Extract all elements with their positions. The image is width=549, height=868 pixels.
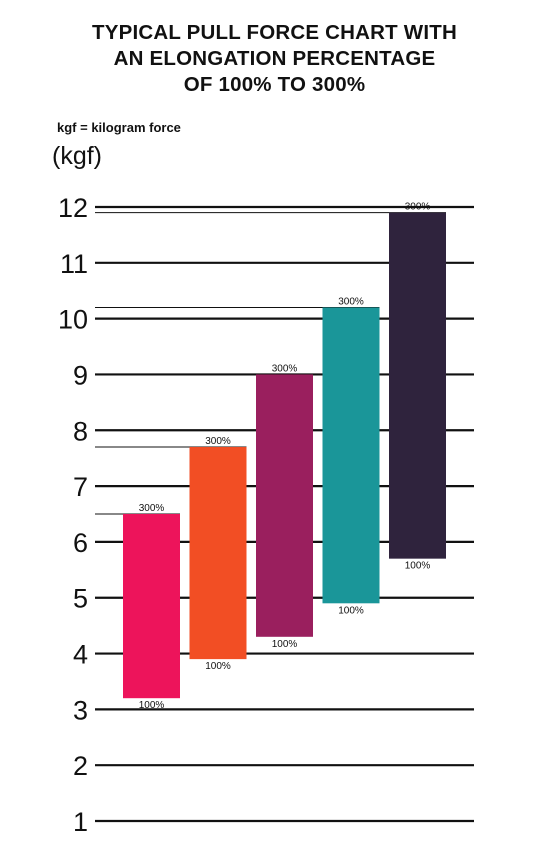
bar-4-high-label: 300% [338,296,364,307]
bar-3 [256,374,313,637]
y-tick-label-1: 1 [73,807,88,837]
bar-5-low-label: 100% [405,561,431,572]
bar-5-high-label: 300% [405,202,431,213]
y-tick-label-11: 11 [60,249,88,279]
data-labels: 300% 100% 300% 100% 300% 100% 300% 100% 300% 100% [139,202,431,712]
chart-title-line-1: TYPICAL PULL FORCE CHART WITH [92,21,457,44]
y-tick-label-3: 3 [73,695,88,725]
y-tick-label-6: 6 [73,528,88,558]
chart-title: TYPICAL PULL FORCE CHART WITH AN ELONGAT… [0,20,549,98]
y-axis-unit-label: (kgf) [52,142,102,170]
bar-2-low-label: 100% [205,661,231,672]
chart-title-line-3: OF 100% TO 300% [183,73,366,96]
bar-3-high-label: 300% [272,363,298,374]
unit-note: kgf = kilogram force [57,120,181,135]
bar-4 [322,307,380,604]
bars [123,212,446,699]
y-tick-label-5: 5 [73,584,88,614]
bar-1-high-label: 300% [139,503,165,514]
bar-1-low-label: 100% [139,700,165,711]
y-tick-label-8: 8 [73,416,88,446]
y-tick-label-4: 4 [73,640,88,670]
bar-2 [189,447,247,660]
y-tick-label-9: 9 [73,360,88,390]
bar-4-low-label: 100% [338,605,364,616]
bar-3-low-label: 100% [272,639,298,650]
chart-title-line-2: AN ELONGATION PERCENTAGE [113,47,436,70]
y-tick-label-12: 12 [58,193,88,223]
y-tick-label-10: 10 [58,305,88,335]
y-tick-label-2: 2 [73,751,88,781]
bar-2-high-label: 300% [205,436,231,447]
bar-5 [389,212,446,559]
bar-1 [123,514,180,699]
y-tick-label-7: 7 [73,472,88,502]
